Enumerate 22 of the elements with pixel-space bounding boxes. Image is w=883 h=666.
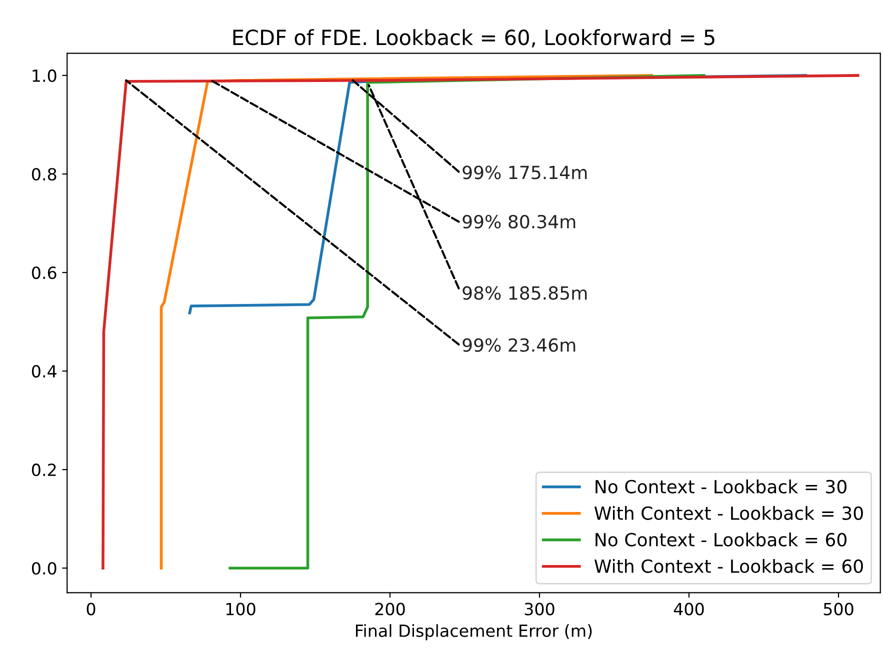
annotation: 99% 175.14m (462, 166, 587, 180)
annotation: 99% 23.46m (462, 338, 576, 352)
legend-label: No Context - Lookback = 60 (596, 532, 846, 546)
x-tick-label: 200 (375, 602, 405, 616)
chart-title: ECDF of FDE. Lookback = 60, Lookforward = 5 (233, 29, 714, 48)
x-tick-label: 100 (226, 602, 256, 616)
y-tick-label: 0.4 (32, 365, 56, 378)
legend-label: With Context - Lookback = 30 (594, 506, 863, 520)
annotation: 99% 80.34m (462, 214, 576, 229)
x-tick-label: 400 (674, 602, 704, 616)
x-tick-label: 500 (824, 602, 854, 616)
annotation: 98% 185.85m (462, 286, 587, 300)
y-tick-label: 0.6 (32, 266, 56, 280)
y-tick-label: 0.2 (32, 464, 56, 476)
legend-label: No Context - Lookback = 30 (596, 480, 846, 494)
x-tick-label: 0 (86, 602, 96, 616)
x-axis-title: Final Displacement Error (m) (356, 624, 592, 640)
x-tick-label: 300 (524, 602, 554, 616)
legend-label: With Context - Lookback = 60 (594, 559, 863, 573)
y-tick-label: 1.0 (32, 69, 56, 82)
y-tick-label: 0.0 (32, 562, 56, 575)
y-tick-label: 0.8 (32, 168, 56, 181)
